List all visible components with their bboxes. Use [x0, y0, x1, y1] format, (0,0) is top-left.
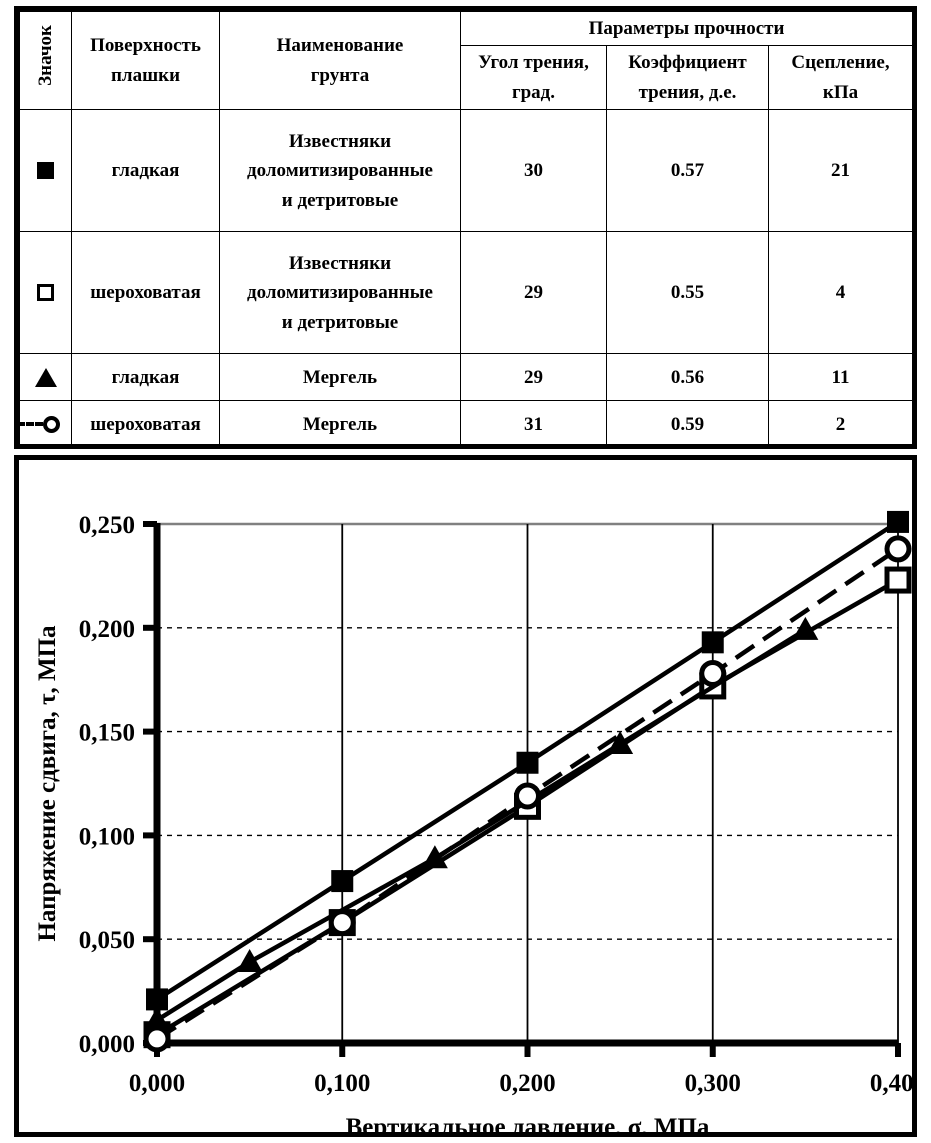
- y-axis-tick-label: 0,100: [79, 823, 135, 850]
- row-cohesion-cell: 2: [768, 400, 913, 449]
- header-friction-angle-cell: Угол трения, град.: [460, 45, 607, 111]
- parameters-table: Значок Поверхность плашки Наименование г…: [17, 10, 913, 449]
- row-soil-cell: Известняки доломитизированные и детритов…: [219, 231, 461, 355]
- marker-open-circle: [143, 1025, 171, 1053]
- marker-filled-square: [887, 510, 909, 533]
- table-row: шероховатая Мергель 31 0.59 2: [17, 400, 913, 449]
- marker-filled-triangle: [144, 1007, 170, 1031]
- row-friction-coefficient-cell: 0.57: [606, 109, 769, 233]
- row-friction-angle-cell: 30: [460, 109, 607, 233]
- marker-filled-triangle: [236, 949, 263, 973]
- y-axis-tick-label: 0,150: [79, 720, 135, 747]
- marker-open-circle: [328, 909, 356, 937]
- table-header: Значок Поверхность плашки Наименование г…: [19, 10, 913, 111]
- row-friction-coefficient-cell: 0.55: [606, 231, 769, 355]
- row-soil-line2: доломитизированные: [247, 160, 433, 182]
- row-cohesion-cell: 4: [768, 231, 913, 355]
- row-surface-cell: гладкая: [71, 109, 220, 233]
- x-axis-tick-label: 0,300: [685, 1070, 741, 1097]
- header-friction-angle-line1: Угол трения,: [478, 52, 589, 74]
- row-friction-coefficient-cell: 0.59: [606, 400, 769, 449]
- table-body: гладкая Известняки доломитизированные и …: [17, 109, 913, 449]
- y-axis-tick-label: 0,200: [79, 616, 135, 643]
- row-cohesion-cell: 11: [768, 353, 913, 402]
- row-surface-cell: шероховатая: [71, 231, 220, 355]
- x-axis-tick-label: 0,000: [129, 1070, 185, 1097]
- y-axis-title: Напряжение сдвига, τ, МПа: [34, 625, 61, 942]
- row-friction-angle-cell: 29: [460, 353, 607, 402]
- header-icon-cell: Значок: [19, 10, 72, 111]
- row-cohesion-cell: 21: [768, 109, 913, 233]
- header-friction-coefficient-cell: Коэффициент трения, д.е.: [606, 45, 769, 111]
- row-marker-cell: [17, 400, 72, 449]
- open-circle-dashed-icon: [17, 403, 67, 445]
- row-marker-cell: [19, 109, 72, 233]
- filled-square-icon: [24, 112, 67, 229]
- shear-stress-chart-container: 0,000 0,050 0,100 0,150 0,200 0,250 0,000 0,100…: [14, 455, 917, 1137]
- header-soil-line2: грунта: [310, 64, 370, 86]
- row-friction-angle-cell: 31: [460, 400, 607, 449]
- row-surface-cell: шероховатая: [71, 400, 220, 449]
- row-soil-cell: Мергель: [219, 400, 461, 449]
- filled-triangle-icon: [24, 356, 67, 398]
- y-axis-tick-label: 0,000: [79, 1031, 135, 1058]
- header-surface-line2: плашки: [110, 64, 181, 86]
- header-friction-angle-line2: град.: [511, 81, 556, 103]
- marker-filled-square: [516, 751, 539, 774]
- marker-open-circle: [884, 535, 912, 563]
- row-soil-line3: и детритовые: [281, 311, 399, 333]
- row-marker-cell: [19, 231, 72, 355]
- y-axis-tick-label: 0,250: [79, 512, 135, 539]
- row-soil-line3: и детритовые: [281, 189, 399, 211]
- header-soil-line1: Наименование: [276, 35, 404, 57]
- chart-axis-labels: 0,000 0,050 0,100 0,150 0,200 0,250 0,000 0,100…: [34, 512, 912, 1132]
- row-friction-angle-cell: 29: [460, 231, 607, 355]
- parameters-table-container: Значок Поверхность плашки Наименование г…: [14, 6, 917, 449]
- x-axis-title: Вертикальное давление, σ, МПа: [346, 1114, 710, 1132]
- table-header-row-2: Угол трения, град. Коэффициент трения, д…: [20, 45, 913, 111]
- header-friction-coefficient-line1: Коэффициент: [628, 52, 747, 74]
- marker-filled-triangle: [607, 731, 634, 755]
- row-friction-coefficient-cell: 0.56: [606, 353, 769, 402]
- header-soil-cell: Наименование грунта: [219, 10, 461, 111]
- table-row: шероховатая Известняки доломитизированны…: [19, 231, 913, 355]
- x-axis-tick-label: 0,400: [870, 1070, 912, 1097]
- row-soil-cell: Мергель: [219, 353, 461, 402]
- row-marker-cell: [19, 353, 72, 402]
- header-friction-coefficient-line2: трения, д.е.: [638, 81, 737, 103]
- marker-filled-square: [331, 870, 354, 893]
- header-cohesion-line1: Сцепление,: [791, 52, 890, 74]
- marker-filled-square: [146, 988, 168, 1011]
- row-surface-cell: гладкая: [71, 353, 220, 402]
- shear-stress-chart: 0,000 0,050 0,100 0,150 0,200 0,250 0,000 0,100…: [34, 510, 912, 1132]
- header-icon-label: Значок: [34, 25, 56, 87]
- marker-open-circle: [699, 659, 727, 687]
- row-soil-line1: Известняки: [288, 130, 392, 152]
- table-header-row-1: Значок Поверхность плашки Наименование г…: [19, 10, 913, 111]
- open-square-icon: [24, 234, 67, 351]
- row-soil-line1: Известняки: [288, 252, 392, 274]
- x-axis-tick-label: 0,100: [314, 1070, 370, 1097]
- header-cohesion-cell: Сцепление, кПа: [768, 45, 913, 111]
- y-axis-tick-label: 0,050: [79, 927, 135, 954]
- row-soil-line2: доломитизированные: [247, 282, 433, 304]
- header-strength-group-cell: Параметры прочности: [460, 10, 913, 47]
- chart-series: [143, 510, 912, 1053]
- header-cohesion-line2: кПа: [822, 81, 859, 103]
- marker-open-square: [884, 566, 912, 594]
- marker-filled-square: [701, 631, 724, 654]
- header-surface-line1: Поверхность: [90, 35, 201, 57]
- row-soil-cell: Известняки доломитизированные и детритов…: [219, 109, 461, 233]
- header-strength-group-label: Параметры прочности: [588, 18, 785, 39]
- marker-open-circle: [514, 782, 541, 810]
- chart-gridlines: [157, 522, 899, 1043]
- header-surface-cell: Поверхность плашки: [71, 10, 220, 111]
- marker-filled-triangle: [792, 616, 819, 640]
- x-axis-tick-label: 0,200: [499, 1070, 555, 1097]
- table-row: гладкая Известняки доломитизированные и …: [19, 109, 913, 233]
- table-row: гладкая Мергель 29 0.56 11: [19, 353, 913, 402]
